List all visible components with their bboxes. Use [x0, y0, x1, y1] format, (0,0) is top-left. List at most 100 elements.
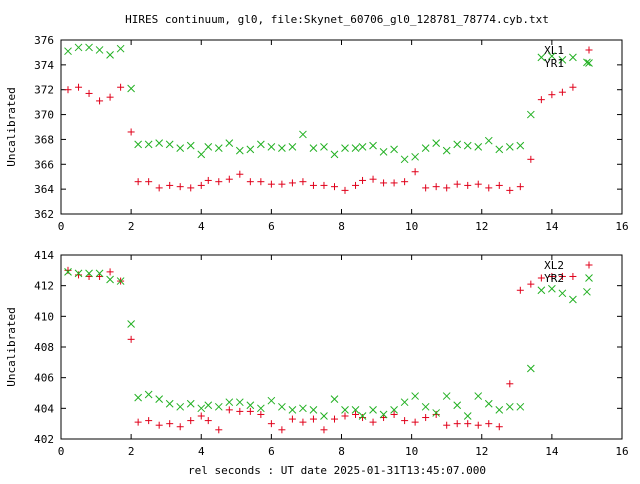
- y-axis-label: Uncalibrated: [5, 307, 18, 386]
- data-point: [299, 418, 307, 426]
- data-point: [166, 420, 174, 428]
- data-point: [299, 130, 307, 139]
- x-tick-label: 0: [58, 220, 65, 233]
- data-point: [548, 272, 556, 280]
- data-point: [537, 274, 545, 282]
- data-point: [421, 144, 430, 152]
- x-axis-label: rel seconds : UT date 2025-01-31T13:45:0…: [188, 464, 486, 477]
- data-point: [74, 269, 83, 278]
- data-point: [516, 402, 525, 411]
- series-yr1: [64, 43, 591, 164]
- data-point: [537, 53, 546, 62]
- data-point: [401, 178, 409, 186]
- legend-label: XL2: [544, 259, 564, 272]
- data-point: [495, 423, 503, 431]
- data-point: [432, 139, 441, 148]
- data-point: [257, 404, 265, 413]
- data-point: [358, 143, 367, 151]
- data-point: [390, 179, 398, 187]
- data-point: [369, 141, 377, 150]
- data-point: [358, 412, 367, 420]
- y-tick-label: 376: [34, 34, 54, 47]
- data-point: [236, 170, 244, 178]
- y-tick-label: 362: [34, 208, 54, 221]
- data-point: [278, 144, 286, 152]
- data-point: [548, 91, 556, 99]
- data-point: [453, 401, 462, 410]
- y-tick-label: 364: [34, 183, 54, 196]
- data-point: [359, 414, 367, 422]
- data-point: [548, 52, 556, 61]
- data-point: [352, 410, 360, 418]
- data-point: [537, 286, 546, 295]
- data-point: [443, 421, 451, 429]
- x-tick-label: 12: [475, 445, 488, 458]
- data-point: [145, 417, 153, 425]
- x-tick-label: 14: [545, 445, 559, 458]
- data-point: [85, 89, 93, 97]
- data-point: [246, 401, 255, 410]
- data-point: [278, 426, 286, 434]
- data-point: [134, 178, 142, 186]
- data-point: [569, 83, 577, 91]
- data-point: [464, 420, 472, 428]
- data-point: [474, 143, 483, 151]
- y-tick-label: 410: [34, 310, 54, 323]
- x-tick-label: 8: [338, 220, 345, 233]
- data-point: [526, 364, 535, 373]
- data-point: [558, 272, 566, 280]
- data-point: [320, 143, 328, 151]
- x-tick-label: 16: [615, 220, 628, 233]
- data-point: [309, 415, 317, 423]
- data-point: [352, 181, 360, 189]
- data-point: [411, 168, 419, 176]
- data-point: [330, 395, 339, 403]
- legend-marker: [585, 59, 593, 67]
- data-point: [144, 140, 153, 149]
- x-tick-label: 4: [198, 445, 205, 458]
- data-point: [165, 140, 174, 149]
- data-point: [351, 406, 360, 414]
- data-point: [257, 178, 265, 186]
- data-point: [186, 141, 195, 150]
- data-point: [369, 418, 377, 426]
- data-point: [330, 183, 338, 191]
- y-tick-label: 372: [34, 84, 54, 97]
- data-point: [320, 426, 328, 434]
- data-point: [380, 414, 388, 422]
- data-point: [351, 144, 360, 152]
- data-point: [155, 139, 164, 148]
- data-point: [506, 186, 514, 194]
- y-tick-label: 374: [34, 59, 54, 72]
- data-point: [288, 143, 297, 151]
- data-point: [176, 423, 184, 431]
- legend-marker: [585, 261, 593, 269]
- data-point: [187, 184, 195, 192]
- data-point: [299, 404, 307, 413]
- data-point: [176, 183, 184, 191]
- data-point: [204, 176, 212, 184]
- data-point: [411, 418, 419, 426]
- data-point: [583, 58, 591, 67]
- data-point: [516, 141, 525, 150]
- data-point: [204, 143, 213, 151]
- data-point: [187, 417, 195, 425]
- y-tick-label: 412: [34, 280, 54, 293]
- data-point: [155, 184, 163, 192]
- y-tick-label: 368: [34, 133, 54, 146]
- data-point: [453, 420, 461, 428]
- data-point: [176, 144, 185, 152]
- data-point: [106, 268, 114, 276]
- data-point: [267, 420, 275, 428]
- x-tick-label: 8: [338, 445, 345, 458]
- data-point: [422, 414, 430, 422]
- data-point: [74, 43, 83, 52]
- x-tick-label: 2: [128, 220, 135, 233]
- data-point: [165, 399, 174, 408]
- data-point: [75, 271, 83, 279]
- data-point: [516, 286, 524, 294]
- data-point: [379, 148, 388, 156]
- data-point: [127, 128, 135, 136]
- plot-frame: [60, 254, 623, 440]
